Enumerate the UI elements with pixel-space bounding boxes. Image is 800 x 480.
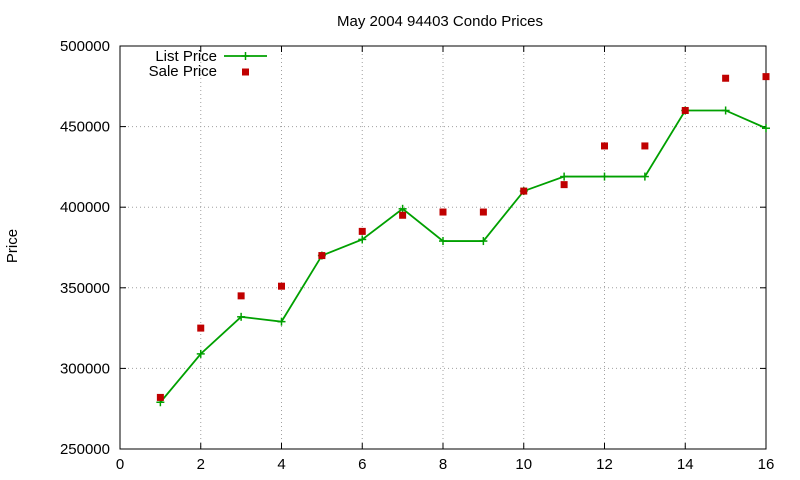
list-price-point xyxy=(762,124,770,133)
tick-labels: 0 2 4 6 8 10 12 14 16 250000 300000 350000 400000 450… xyxy=(60,38,774,473)
legend-square-marker xyxy=(242,68,249,76)
x-tick-label: 14 xyxy=(677,456,694,473)
legend-label-list-price: List Price xyxy=(155,48,217,65)
y-tick-label: 300000 xyxy=(60,360,110,377)
list-price-point xyxy=(439,237,447,246)
list-price-point xyxy=(358,235,367,244)
sale-price-point xyxy=(762,73,770,81)
x-tick-label: 0 xyxy=(116,456,124,473)
x-tick-label: 6 xyxy=(358,456,366,473)
list-price-point xyxy=(196,349,205,358)
list-price-point xyxy=(721,106,730,115)
legend-label-sale-price: Sale Price xyxy=(149,63,217,80)
list-price-point xyxy=(479,237,488,246)
list-price-point xyxy=(277,317,286,326)
sale-price-point xyxy=(641,142,649,150)
sale-price-point xyxy=(722,74,730,82)
sale-price-point xyxy=(520,187,528,195)
x-tick-label: 10 xyxy=(515,456,532,473)
sale-price-point xyxy=(278,282,285,290)
list-price-point xyxy=(237,312,246,321)
x-tick-label: 8 xyxy=(439,456,447,473)
legend: List Price Sale Price xyxy=(149,48,267,80)
y-tick-label: 250000 xyxy=(60,441,110,458)
sale-price-point xyxy=(439,208,447,216)
list-price-point xyxy=(560,172,569,181)
x-tick-label: 16 xyxy=(758,456,775,473)
list-price-point xyxy=(398,204,407,213)
x-tick-label: 2 xyxy=(197,456,205,473)
y-tick-label: 500000 xyxy=(60,38,110,55)
y-tick-label: 450000 xyxy=(60,119,110,136)
y-tick-label: 400000 xyxy=(60,199,110,216)
sale-price-point xyxy=(479,208,487,216)
sale-price-point xyxy=(560,181,568,189)
sale-price-point xyxy=(399,211,407,219)
x-tick-label: 12 xyxy=(596,456,613,473)
sale-price-point xyxy=(197,324,205,332)
sale-price-point xyxy=(601,142,608,150)
legend-plus-marker xyxy=(241,52,250,60)
legend-swatch-list-price xyxy=(224,52,267,60)
sale-price-point xyxy=(358,227,366,235)
series xyxy=(156,73,770,407)
y-axis-label: Price xyxy=(4,229,21,263)
list-price-point xyxy=(640,172,649,181)
sale-price-point xyxy=(156,393,164,401)
y-tick-label: 350000 xyxy=(60,280,110,297)
legend-swatch-sale-price xyxy=(242,68,249,76)
list-price-point xyxy=(600,172,609,181)
sale-price-point xyxy=(318,252,326,260)
list-price-line xyxy=(159,109,767,403)
sale-price-point xyxy=(681,106,689,114)
x-tick-label: 4 xyxy=(277,456,285,473)
series-list-price xyxy=(156,106,770,407)
chart-title: May 2004 94403 Condo Prices xyxy=(337,13,543,30)
sale-price-point xyxy=(237,292,245,300)
series-sale-price xyxy=(156,73,770,401)
grid xyxy=(120,46,766,449)
